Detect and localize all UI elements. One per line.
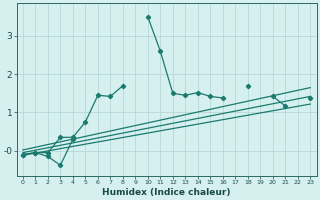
X-axis label: Humidex (Indice chaleur): Humidex (Indice chaleur) [102,188,231,197]
